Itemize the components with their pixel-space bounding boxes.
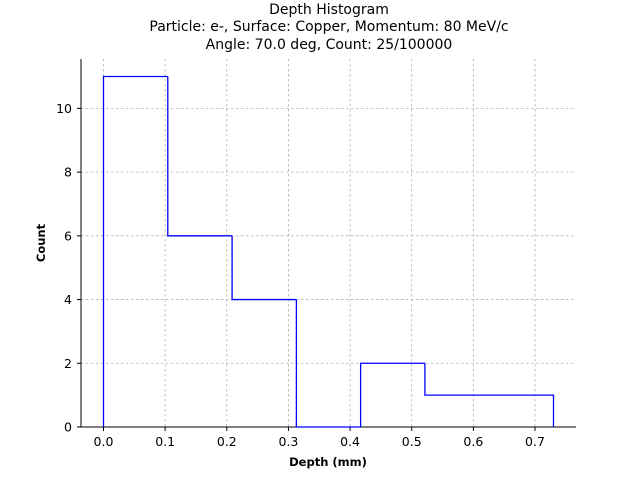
histogram-bin xyxy=(424,363,555,427)
y-axis-label: Count xyxy=(34,223,48,262)
x-tick-label: 0.1 xyxy=(155,434,175,449)
chart-title-line-3: Angle: 70.0 deg, Count: 25/100000 xyxy=(206,37,453,53)
x-tick-label: 0.5 xyxy=(402,434,422,449)
chart-title-line-2: Particle: e-, Surface: Copper, Momentum:… xyxy=(149,19,508,35)
chart-title: Depth Histogram Particle: e-, Surface: C… xyxy=(149,2,508,53)
y-tick-label: 8 xyxy=(64,165,72,180)
grid-lines xyxy=(81,59,576,428)
x-tick-label: 0.6 xyxy=(463,434,483,449)
y-tick-label: 2 xyxy=(64,356,72,371)
x-tick-label: 0.2 xyxy=(217,434,237,449)
x-tick-label: 0.3 xyxy=(278,434,298,449)
histogram-bin xyxy=(231,235,297,301)
axis-ticks: 0.0 0.1 0.2 0.3 0.4 0.5 0.6 0.7 0 2 4 6 8 10 xyxy=(56,101,545,449)
histogram-bin xyxy=(167,76,233,237)
chart-title-line-1: Depth Histogram xyxy=(269,2,389,18)
histogram-bin xyxy=(295,299,361,428)
histogram-series xyxy=(102,75,555,428)
y-tick-label: 0 xyxy=(64,420,72,435)
x-tick-label: 0.4 xyxy=(340,434,360,449)
x-tick-label: 0.7 xyxy=(525,434,545,449)
axes xyxy=(80,59,576,428)
y-tick-label: 6 xyxy=(64,228,72,243)
x-axis-label: Depth (mm) xyxy=(289,455,367,469)
histogram-bin xyxy=(359,362,425,427)
histogram-bin xyxy=(102,75,168,427)
y-tick-label: 4 xyxy=(64,292,72,307)
x-tick-label: 0.0 xyxy=(94,434,114,449)
y-tick-label: 10 xyxy=(56,101,72,116)
